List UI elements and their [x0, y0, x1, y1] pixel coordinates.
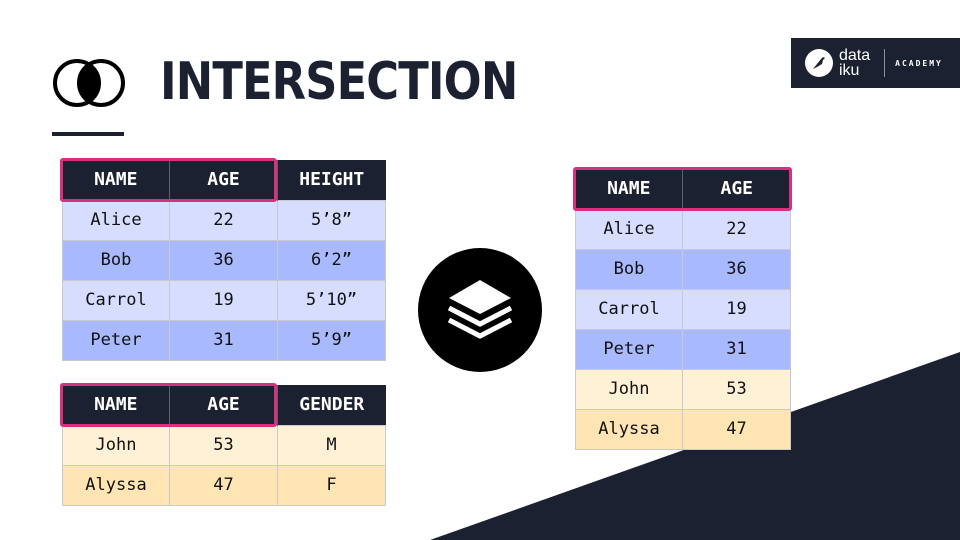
cell: Alyssa — [575, 408, 683, 450]
header-name: NAME — [62, 160, 170, 200]
cell: Carrol — [575, 288, 683, 330]
header-age: AGE — [682, 169, 791, 209]
cell: 6’2” — [277, 239, 386, 281]
header-age: AGE — [169, 160, 278, 200]
table-header-row: NAME AGE GENDER — [62, 385, 386, 425]
table-row: Alyssa 47 — [575, 408, 791, 450]
cell: 19 — [169, 279, 278, 321]
title-underline — [52, 132, 124, 136]
cell: F — [277, 464, 386, 506]
cell: Alice — [62, 199, 170, 241]
venn-intersection-icon — [53, 59, 125, 107]
dataiku-academy-logo: data iku ACADEMY — [791, 38, 960, 88]
logo-divider — [884, 49, 886, 77]
cell: 31 — [169, 319, 278, 361]
cell: M — [277, 424, 386, 466]
table-row: Bob 36 6’2” — [62, 239, 386, 281]
table-row: Bob 36 — [575, 248, 791, 290]
table-row: Peter 31 5’9” — [62, 319, 386, 361]
table-row: John 53 M — [62, 424, 386, 466]
cell: 47 — [682, 408, 791, 450]
cell: 53 — [682, 368, 791, 410]
cell: Carrol — [62, 279, 170, 321]
header-height: HEIGHT — [277, 160, 386, 200]
cell: 22 — [682, 208, 791, 250]
table-row: Peter 31 — [575, 328, 791, 370]
table-row: Alice 22 5’8” — [62, 199, 386, 241]
cell: 53 — [169, 424, 278, 466]
table-row: Alice 22 — [575, 208, 791, 250]
cell: Bob — [575, 248, 683, 290]
cell: 5’10” — [277, 279, 386, 321]
header-name: NAME — [62, 385, 170, 425]
cell: Bob — [62, 239, 170, 281]
cell: 36 — [682, 248, 791, 290]
cell: John — [62, 424, 170, 466]
table-header-row: NAME AGE HEIGHT — [62, 160, 386, 200]
header-name: NAME — [575, 169, 683, 209]
header-age: AGE — [169, 385, 278, 425]
table-row: Carrol 19 5’10” — [62, 279, 386, 321]
source-table-1: NAME AGE HEIGHT Alice 22 5’8” Bob 36 6’2… — [62, 160, 386, 361]
table-header-row: NAME AGE — [575, 169, 791, 209]
cell: Alyssa — [62, 464, 170, 506]
brand-wordmark: data iku — [839, 47, 871, 79]
brand-line-2: iku — [839, 62, 860, 79]
cell: Peter — [62, 319, 170, 361]
cell: 5’8” — [277, 199, 386, 241]
source-table-2: NAME AGE GENDER John 53 M Alyssa 47 F — [62, 385, 386, 506]
bird-icon — [805, 49, 833, 77]
cell: 22 — [169, 199, 278, 241]
table-row: Carrol 19 — [575, 288, 791, 330]
stack-layers-icon — [418, 248, 542, 372]
cell: 19 — [682, 288, 791, 330]
cell: Alice — [575, 208, 683, 250]
cell: Peter — [575, 328, 683, 370]
cell: John — [575, 368, 683, 410]
page-title: INTERSECTION — [160, 52, 518, 112]
table-row: Alyssa 47 F — [62, 464, 386, 506]
result-table: NAME AGE Alice 22 Bob 36 Carrol 19 Peter… — [575, 169, 791, 450]
academy-label: ACADEMY — [895, 58, 943, 68]
table-row: John 53 — [575, 368, 791, 410]
cell: 5’9” — [277, 319, 386, 361]
cell: 31 — [682, 328, 791, 370]
cell: 36 — [169, 239, 278, 281]
brand-line-1: data — [839, 47, 871, 64]
header-gender: GENDER — [277, 385, 386, 425]
cell: 47 — [169, 464, 278, 506]
